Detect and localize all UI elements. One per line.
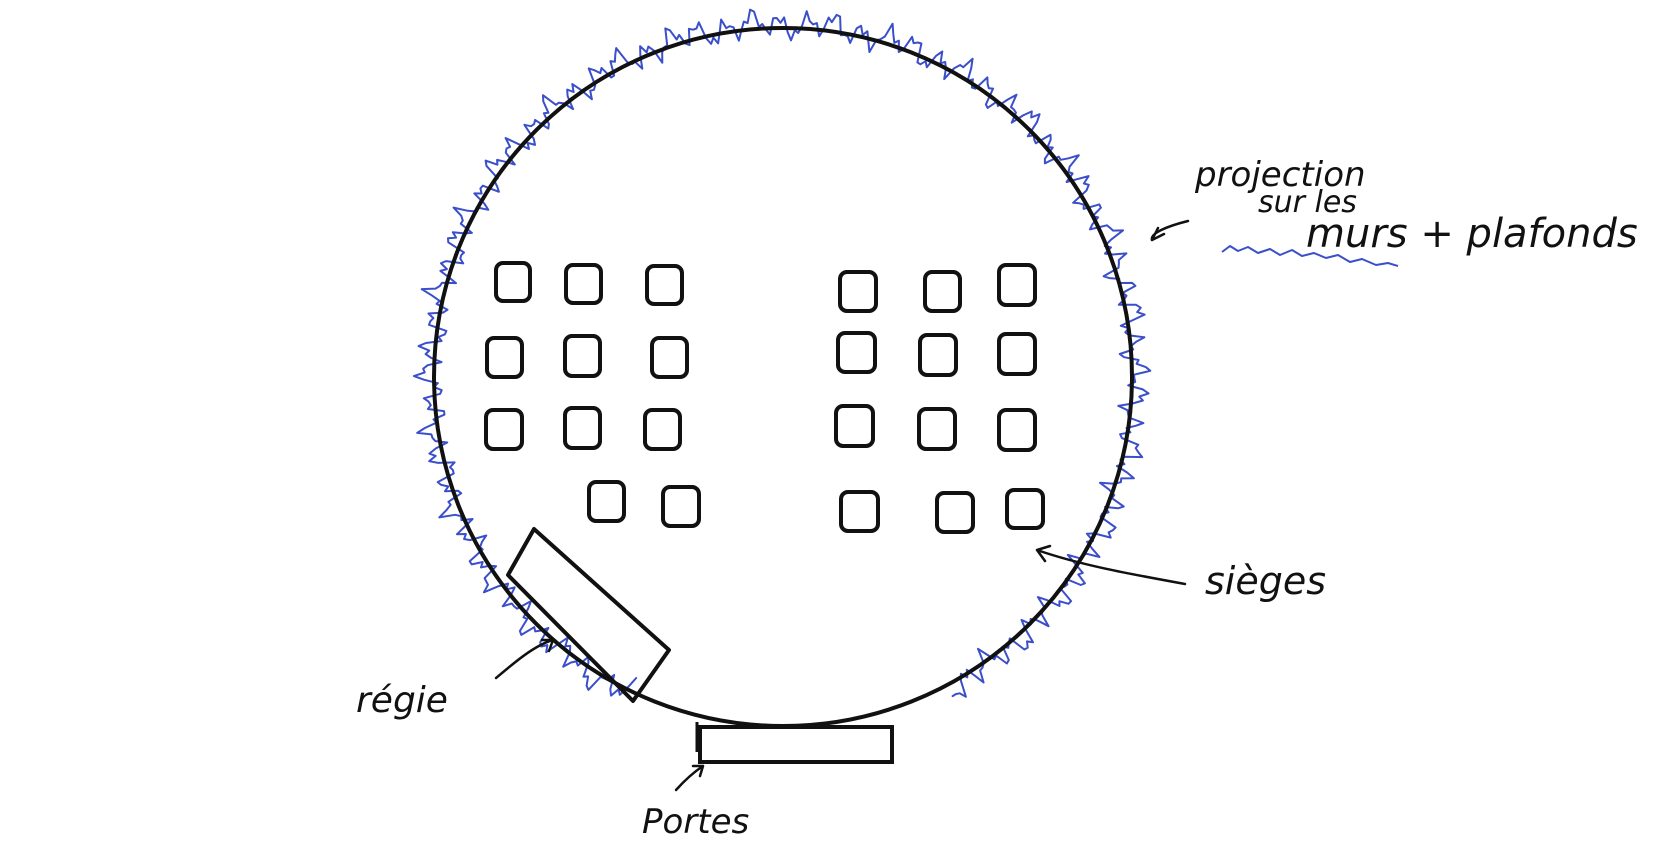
seat — [645, 264, 684, 306]
seats-right-block — [834, 263, 1045, 534]
seat — [839, 490, 880, 533]
seat — [563, 334, 602, 378]
seat — [1005, 488, 1045, 530]
annotation-arrows — [494, 219, 1190, 792]
seat — [997, 263, 1037, 307]
control-booth — [506, 527, 671, 703]
projection-label-line1: projection — [1194, 155, 1366, 195]
seat — [923, 270, 962, 313]
seat — [834, 404, 875, 448]
seat — [485, 336, 524, 379]
doors — [698, 725, 894, 764]
seats-left-block — [484, 261, 701, 528]
seat — [564, 263, 603, 305]
seat — [838, 270, 878, 313]
portes-arrow — [674, 764, 705, 792]
projection-outline — [412, 8, 1152, 698]
seat — [935, 491, 975, 534]
seat — [494, 261, 532, 303]
seat — [918, 333, 958, 377]
seat — [917, 407, 957, 451]
seat — [587, 480, 626, 523]
regie-label: régie — [356, 680, 448, 721]
seat — [563, 406, 602, 450]
regie-arrow — [494, 638, 555, 680]
seat — [484, 408, 524, 451]
sieges-label: sièges — [1205, 559, 1326, 603]
seat — [661, 485, 701, 528]
projection-arrow — [1150, 219, 1190, 242]
room-wall — [432, 26, 1134, 728]
seat — [643, 408, 682, 451]
seat — [836, 331, 877, 374]
projection-legend-squiggle — [1221, 245, 1399, 267]
projection-label-line3: murs + plafonds — [1306, 211, 1638, 257]
seat — [650, 336, 689, 379]
seat — [997, 332, 1037, 376]
seat — [997, 408, 1037, 452]
portes-label: Portes — [642, 802, 749, 842]
projection-label-line2: sur les — [1258, 185, 1357, 220]
sieges-arrow — [1035, 544, 1187, 586]
